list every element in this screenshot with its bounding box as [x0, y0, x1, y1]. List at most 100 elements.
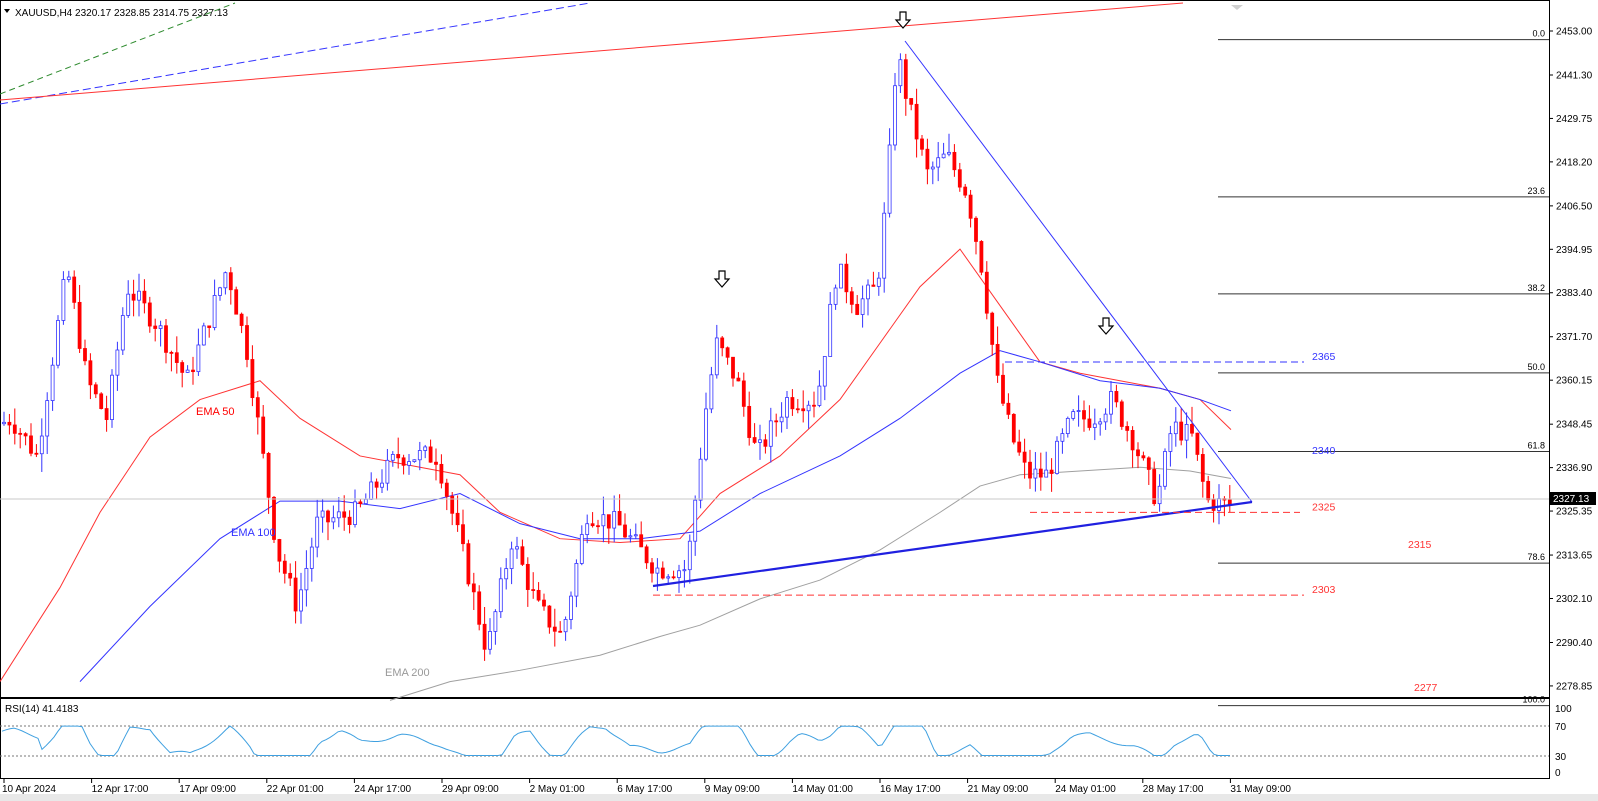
candle-body	[606, 514, 611, 529]
candle-body	[126, 293, 131, 316]
candle-body	[779, 416, 784, 423]
blue-dashed-trendline	[0, 2, 591, 105]
candle-body	[990, 312, 995, 345]
candle-body	[99, 393, 104, 409]
fib-level-label: 61.8	[1527, 440, 1545, 450]
candle-body	[806, 404, 811, 412]
candle-body	[979, 241, 984, 273]
symbol-menu-icon[interactable]	[4, 9, 10, 13]
rsi-line	[1, 725, 1230, 757]
fibonacci-levels: 0.0 23.6 38.2 50.0 61.8 78.6 100.0	[1218, 29, 1549, 707]
time-tick-label: 6 May 17:00	[617, 784, 672, 795]
candle-body	[941, 153, 946, 159]
candle-body	[191, 369, 195, 373]
candles	[2, 53, 1232, 661]
candle-body	[822, 356, 827, 387]
candle-body	[174, 352, 179, 363]
candle-body	[498, 578, 503, 613]
candle-body	[952, 151, 957, 171]
candle-body	[120, 315, 125, 351]
candle-body	[525, 563, 530, 590]
candle-body	[957, 169, 962, 188]
candle-body	[936, 157, 941, 168]
candle-body	[407, 461, 411, 466]
price-tick-label: 2441.30	[1556, 71, 1593, 82]
candle-body	[795, 408, 800, 411]
candle-body	[7, 421, 12, 426]
candle-body	[1033, 468, 1038, 479]
price-tick-label: 2406.50	[1556, 201, 1593, 212]
candle-body	[23, 433, 28, 437]
candle-body	[839, 263, 843, 289]
fib-level-label: 0.0	[1532, 29, 1545, 39]
candle-body	[234, 289, 239, 315]
candle-body	[493, 611, 498, 632]
candle-body	[93, 384, 98, 395]
candle-body	[552, 626, 557, 632]
candle-body	[542, 599, 546, 607]
candle-body	[358, 501, 363, 504]
candle-body	[326, 510, 330, 523]
candle-body	[201, 325, 206, 346]
candle-body	[612, 511, 617, 529]
candle-body	[1022, 451, 1027, 463]
candle-body	[288, 572, 293, 579]
price-tick-label: 2453.00	[1556, 27, 1593, 38]
candle-body	[963, 186, 968, 196]
candle-body	[77, 301, 82, 349]
candle-body	[218, 287, 222, 296]
down-arrow-icon	[713, 270, 731, 288]
level-label-2303: 2303	[1312, 584, 1336, 596]
candle-body	[790, 397, 795, 410]
candle-body	[1141, 455, 1146, 459]
candle-body	[471, 583, 476, 593]
candle-body	[207, 325, 212, 328]
candle-body	[385, 459, 390, 484]
candle-body	[147, 302, 152, 327]
candle-body	[866, 284, 870, 300]
candle-body	[1049, 469, 1054, 474]
candle-body	[1044, 469, 1049, 478]
candle-body	[1076, 410, 1081, 412]
candle-body	[401, 457, 406, 466]
candle-body	[1200, 454, 1205, 482]
fib-level-label: 23.6	[1527, 186, 1545, 196]
candle-body	[434, 461, 438, 465]
candle-body	[844, 263, 849, 293]
candle-body	[180, 362, 185, 373]
candle-body	[412, 459, 417, 462]
candle-body	[714, 337, 719, 376]
candle-body	[812, 404, 816, 407]
ema100-line	[79, 350, 1232, 682]
candle-body	[417, 450, 422, 461]
time-tick-label: 21 May 09:00	[968, 784, 1029, 795]
time-scrollbar[interactable]	[0, 794, 1598, 801]
candle-body	[682, 569, 687, 572]
candle-body	[455, 512, 460, 526]
candle-body	[628, 535, 633, 538]
candle-body	[1163, 451, 1167, 487]
candle-body	[423, 446, 428, 451]
price-tick-label: 2302.10	[1556, 594, 1593, 605]
candle-body	[774, 420, 779, 423]
candle-body	[504, 568, 509, 580]
green-dashed-trendline	[0, 2, 236, 95]
candle-body	[1146, 457, 1151, 470]
candle-body	[39, 435, 44, 455]
candle-body	[461, 524, 465, 545]
candle-body	[169, 351, 174, 354]
ema100-label: EMA 100	[231, 527, 276, 539]
candle-body	[131, 293, 136, 301]
level-label-2340: 2340	[1312, 445, 1336, 457]
candle-body	[768, 420, 773, 447]
candle-body	[687, 540, 692, 571]
candle-body	[347, 516, 352, 525]
rsi-level-0: 0	[1555, 768, 1561, 779]
candle-body	[995, 344, 1000, 376]
time-tick-label: 14 May 01:00	[792, 784, 853, 795]
candle-body	[920, 138, 924, 150]
time-axis: 10 Apr 2024 12 Apr 17:00 17 Apr 09:00 22 Ap…	[2, 779, 1291, 795]
candle-body	[185, 369, 190, 373]
main-pane-frame	[0, 0, 1550, 698]
